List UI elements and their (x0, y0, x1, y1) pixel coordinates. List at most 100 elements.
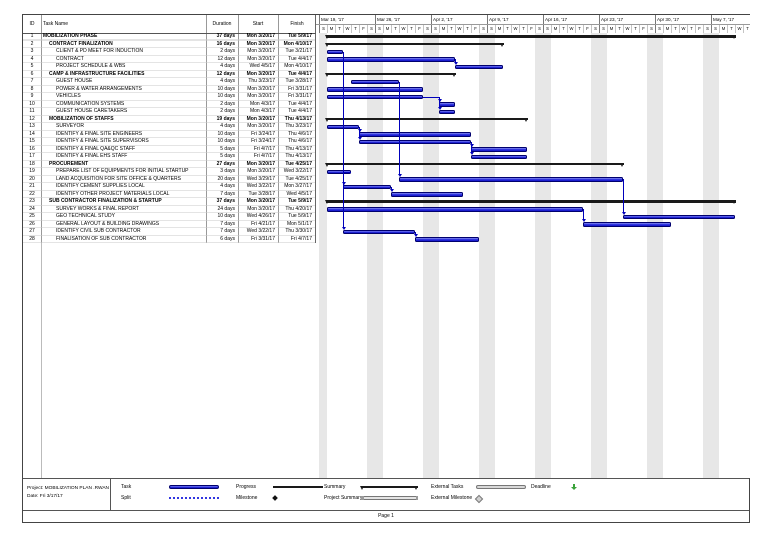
task-name-cell: IDENTIFY & FINAL EHS STAFF (56, 153, 128, 159)
gantt-link-arrow (621, 211, 626, 215)
task-duration-cell: 12 days (216, 70, 235, 77)
day-letter-cell: F (471, 24, 479, 33)
day-letter-cell: M (719, 24, 727, 33)
day-letter-cell: T (407, 24, 415, 33)
gantt-task-bar (327, 49, 343, 54)
task-duration-cell: 5 days (220, 153, 235, 159)
table-row: 14 IDENTIFY & FINAL SITE ENGINEERS 10 days… (23, 131, 315, 139)
day-letter-cell: W (399, 24, 407, 33)
task-id-cell: 27 (29, 228, 35, 234)
summary-end-cap (500, 42, 504, 47)
gantt-task-bar (343, 184, 391, 189)
task-id-cell: 17 (29, 153, 35, 159)
task-finish-cell: Tue 4/4/17 (288, 55, 312, 62)
table-row: 7 GUEST HOUSE 4 days Thu 3/23/17 Tue 3/28/17 (23, 78, 315, 86)
summary-start-cap (325, 162, 329, 167)
table-row: 10 COMMUNICATION SYSTEMS 2 days Mon 4/3/17 T… (23, 101, 315, 109)
week-label: Mar 26, '17 (375, 15, 431, 24)
task-duration-cell: 7 days (220, 228, 235, 234)
gantt-task-bar (359, 139, 471, 144)
gantt-link-arrow (397, 174, 402, 177)
task-start-cell: Mon 3/20/17 (246, 198, 275, 204)
table-row: 17 IDENTIFY & FINAL EHS STAFF 5 days Fri 4/… (23, 153, 315, 161)
legend-item-label: Project Summary (324, 494, 363, 501)
task-finish-cell: Tue 4/4/17 (288, 70, 312, 77)
task-start-cell: Fri 3/24/17 (251, 130, 275, 137)
task-name-cell: IDENTIFY CEMENT SUPPLIES LOCAL (56, 183, 145, 189)
day-letter-cell: W (567, 24, 575, 33)
day-letter-cell: M (607, 24, 615, 33)
task-duration-cell: 10 days (217, 85, 235, 92)
task-id-cell: 6 (30, 70, 34, 77)
task-duration-cell: 7 days (220, 190, 235, 197)
task-start-cell: Wed 4/26/17 (246, 213, 275, 219)
task-name-cell: MOBILIZATION PHASE (43, 33, 98, 39)
day-letter-cell: S (479, 24, 487, 33)
task-name-cell: PROCUREMENT (49, 160, 89, 167)
legend-external-tasks-sample (476, 484, 526, 489)
gantt-summary-bar (326, 162, 624, 165)
task-finish-cell: Fri 4/7/17 (290, 235, 312, 242)
table-row: 24 SURVEY WORKS & FINAL REPORT 24 days Mon … (23, 206, 315, 214)
table-row: 9 VEHICLES 10 days Mon 3/20/17 Fri 3/31/17 (23, 93, 315, 101)
gantt-link-arrow (357, 136, 362, 140)
column-divider-extension (41, 243, 42, 478)
table-row: 20 LAND ACQUISITION FOR SITE OFFICE & QUA… (23, 176, 315, 184)
task-name-cell: GEO TECHNICAL STUDY (56, 213, 115, 219)
task-name-cell: IDENTIFY OTHER PROJECT MATERIALS LOCAL (56, 190, 170, 197)
task-name-cell: IDENTIFY CIVIL SUB CONTRACTOR (56, 228, 141, 234)
gantt-summary-bar (326, 117, 528, 120)
legend-milestone-sample (272, 495, 278, 501)
task-finish-cell: Thu 3/23/17 (285, 123, 312, 129)
legend-top-border (23, 478, 749, 479)
task-start-cell: Mon 3/20/17 (246, 40, 275, 47)
gantt-link-arrow (341, 226, 346, 230)
gantt-link-line (415, 231, 416, 235)
week-label: Apr 16, '17 (543, 15, 599, 24)
summary-start-cap (325, 42, 329, 47)
task-id-cell: 10 (29, 100, 35, 107)
table-row: 8 POWER & WATER ARRANGEMENTS 10 days Mon 3/… (23, 86, 315, 94)
col-header-start: Start (252, 21, 264, 27)
legend-item-label: Deadline (531, 483, 551, 490)
summary-end-cap (620, 162, 624, 167)
task-duration-cell: 16 days (216, 40, 235, 47)
day-letter-cell: S (487, 24, 495, 33)
day-letter-cell: T (671, 24, 679, 33)
task-id-cell: 26 (29, 220, 35, 227)
summary-start-cap (325, 72, 329, 77)
gantt-task-bar (391, 192, 463, 197)
task-start-cell: Wed 3/22/17 (246, 183, 275, 189)
task-id-cell: 7 (30, 78, 34, 84)
summary-end-cap (452, 72, 456, 77)
gantt-chart (316, 33, 750, 478)
table-row: 18 PROCUREMENT 27 days Mon 3/20/17 Tue 4/25/… (23, 161, 315, 169)
day-letter-cell: W (679, 24, 687, 33)
legend-progress-sample (273, 485, 323, 488)
table-row: 1 MOBILIZATION PHASE 37 days Mon 3/20/17 Tue… (23, 33, 315, 41)
task-duration-cell: 10 days (217, 213, 235, 219)
task-start-cell: Mon 4/3/17 (249, 108, 275, 114)
day-letter-cell: T (519, 24, 527, 33)
task-duration-cell: 19 days (216, 115, 235, 122)
task-start-cell: Mon 3/20/17 (246, 160, 275, 167)
legend-deadline-arrowhead (571, 487, 577, 490)
week-label: Apr 2, '17 (431, 15, 487, 24)
task-finish-cell: Tue 4/25/17 (285, 175, 312, 182)
task-id-cell: 3 (30, 48, 34, 54)
task-start-cell: Mon 3/20/17 (247, 85, 275, 92)
day-letter-cell: S (423, 24, 431, 33)
gantt-task-bar (623, 214, 735, 219)
task-start-cell: Mon 3/20/17 (246, 70, 275, 77)
task-finish-cell: Mon 4/10/17 (283, 40, 312, 47)
table-row: 23 SUB CONTRACTOR FINALIZATION & STARTUP 3… (23, 198, 315, 206)
gantt-link-line (359, 126, 360, 138)
gantt-summary-bar (326, 200, 736, 203)
table-row: 13 SURVEYOR 4 days Mon 3/20/17 Thu 3/23/17 (23, 123, 315, 131)
gantt-link-line (343, 171, 344, 183)
day-letter-cell: T (615, 24, 623, 33)
gantt-link-line (343, 51, 344, 228)
day-letter-cell: T (503, 24, 511, 33)
day-letter-cell: S (367, 24, 375, 33)
task-finish-cell: Mon 5/1/17 (286, 220, 312, 227)
